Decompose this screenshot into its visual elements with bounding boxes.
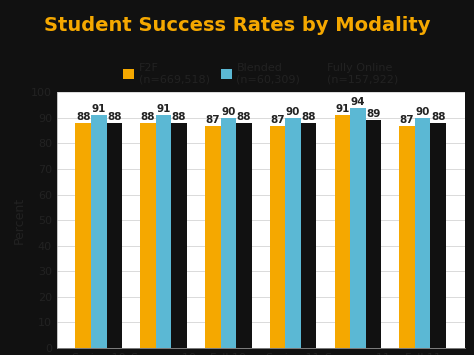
Text: 91: 91	[91, 104, 106, 114]
Bar	[365, 120, 381, 348]
Bar	[430, 123, 446, 348]
Bar	[335, 115, 350, 348]
Bar	[399, 126, 415, 348]
Bar	[91, 115, 107, 348]
Bar	[415, 118, 430, 348]
Legend: F2F
(n=669,518), Blended
(n=60,309), Fully Online
(n=157,922): F2F (n=669,518), Blended (n=60,309), Ful…	[123, 62, 398, 84]
Bar	[350, 108, 365, 348]
Bar	[270, 126, 285, 348]
Text: 88: 88	[76, 112, 91, 122]
Y-axis label: Percent: Percent	[12, 197, 26, 244]
Text: 88: 88	[237, 112, 251, 122]
Text: 88: 88	[301, 112, 316, 122]
Text: 90: 90	[286, 107, 301, 117]
Text: 91: 91	[156, 104, 171, 114]
Bar	[285, 118, 301, 348]
Bar	[75, 123, 91, 348]
Text: 88: 88	[107, 112, 121, 122]
Bar	[236, 123, 252, 348]
Bar	[205, 126, 220, 348]
Text: 89: 89	[366, 109, 381, 119]
Text: 88: 88	[431, 112, 446, 122]
Text: 87: 87	[205, 115, 220, 125]
Text: 94: 94	[351, 97, 365, 106]
Bar	[156, 115, 171, 348]
Text: 90: 90	[221, 107, 236, 117]
Text: 87: 87	[400, 115, 414, 125]
Text: 90: 90	[416, 107, 430, 117]
Bar	[171, 123, 187, 348]
Text: 91: 91	[335, 104, 349, 114]
Text: Student Success Rates by Modality: Student Success Rates by Modality	[44, 16, 430, 35]
Bar	[301, 123, 317, 348]
Text: 87: 87	[270, 115, 285, 125]
Bar	[107, 123, 122, 348]
Text: 88: 88	[172, 112, 186, 122]
Text: 88: 88	[141, 112, 155, 122]
Bar	[220, 118, 236, 348]
Bar	[140, 123, 156, 348]
